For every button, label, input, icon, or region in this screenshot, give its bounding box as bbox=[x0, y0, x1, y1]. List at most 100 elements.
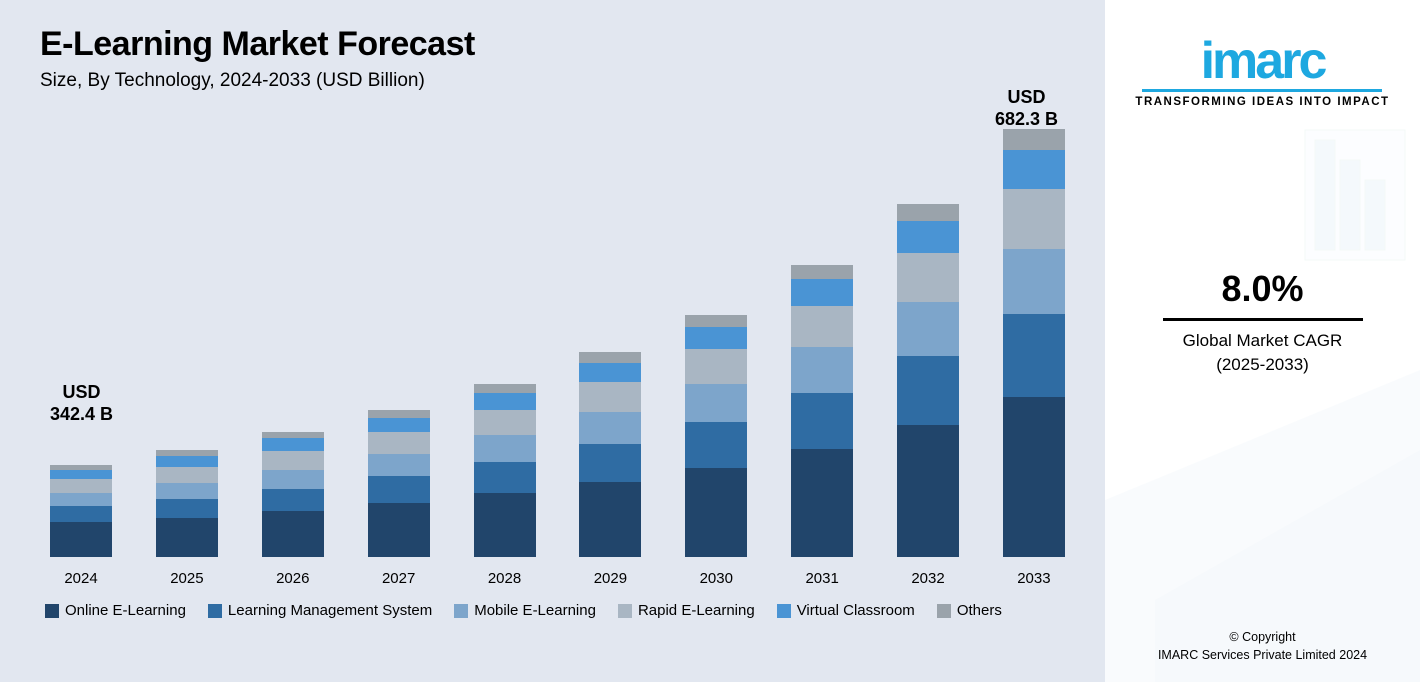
legend-swatch bbox=[618, 604, 632, 618]
bar bbox=[791, 265, 853, 557]
bar-segment bbox=[1003, 129, 1065, 149]
bar-group: 2024 bbox=[50, 465, 112, 557]
bar-segment bbox=[1003, 150, 1065, 189]
bar-segment bbox=[1003, 314, 1065, 397]
bar-segment bbox=[474, 493, 536, 557]
x-axis-label: 2030 bbox=[685, 570, 747, 587]
x-axis-label: 2031 bbox=[791, 570, 853, 587]
bar-segment bbox=[156, 483, 218, 499]
bar-segment bbox=[579, 382, 641, 413]
x-axis-label: 2026 bbox=[262, 570, 324, 587]
cagr-divider bbox=[1163, 318, 1363, 321]
legend-item: Online E-Learning bbox=[45, 602, 186, 619]
bar-segment bbox=[579, 363, 641, 382]
brand-logo: imarc TRANSFORMING IDEAS INTO IMPACT bbox=[1135, 35, 1389, 108]
bar bbox=[156, 450, 218, 557]
legend-item: Virtual Classroom bbox=[777, 602, 915, 619]
bar-segment bbox=[579, 444, 641, 482]
bar-group: 2026 bbox=[262, 432, 324, 557]
bar-segment bbox=[1003, 249, 1065, 314]
bar bbox=[474, 384, 536, 557]
bar-segment bbox=[685, 315, 747, 326]
bar-segment bbox=[262, 511, 324, 557]
chart-subtitle: Size, By Technology, 2024-2033 (USD Bill… bbox=[40, 70, 1075, 92]
legend-item: Others bbox=[937, 602, 1002, 619]
legend-swatch bbox=[937, 604, 951, 618]
bar-segment bbox=[368, 503, 430, 557]
bar-segment bbox=[897, 425, 959, 557]
bar-segment bbox=[50, 506, 112, 522]
bar-segment bbox=[791, 393, 853, 449]
bar-segment bbox=[156, 467, 218, 483]
bar-segment bbox=[368, 432, 430, 454]
bar-segment bbox=[262, 489, 324, 511]
logo-text: imarc bbox=[1201, 35, 1325, 87]
bar-group: 2025 bbox=[156, 450, 218, 557]
bar-group: 2032 bbox=[897, 204, 959, 557]
bar-segment bbox=[156, 499, 218, 518]
bar-segment bbox=[262, 470, 324, 489]
bar-segment bbox=[791, 449, 853, 557]
bar-segment bbox=[685, 384, 747, 422]
chart-panel: E-Learning Market Forecast Size, By Tech… bbox=[0, 0, 1105, 682]
bar-segment bbox=[1003, 189, 1065, 249]
bar-segment bbox=[50, 479, 112, 493]
bar-segment bbox=[791, 347, 853, 393]
bar-segment bbox=[50, 493, 112, 506]
legend-label: Online E-Learning bbox=[65, 602, 186, 619]
legend-label: Rapid E-Learning bbox=[638, 602, 755, 619]
legend-label: Mobile E-Learning bbox=[474, 602, 596, 619]
bar bbox=[262, 432, 324, 557]
bar-group: 2029 bbox=[579, 352, 641, 557]
legend-item: Mobile E-Learning bbox=[454, 602, 596, 619]
bar-segment bbox=[368, 418, 430, 432]
bar-segment bbox=[474, 435, 536, 462]
legend: Online E-Learning Learning Management Sys… bbox=[40, 602, 1075, 619]
legend-swatch bbox=[208, 604, 222, 618]
bar-group: 2033 bbox=[1003, 129, 1065, 557]
bar bbox=[897, 204, 959, 557]
bar-segment bbox=[156, 456, 218, 467]
bar-segment bbox=[474, 384, 536, 393]
bar-group: 2028 bbox=[474, 384, 536, 557]
bar-segment bbox=[50, 470, 112, 480]
bar-segment bbox=[685, 327, 747, 349]
bar bbox=[1003, 129, 1065, 557]
bar-segment bbox=[156, 518, 218, 557]
chart-area: USD342.4 B USD682.3 B 202420252026202720… bbox=[40, 112, 1075, 592]
bar-segment bbox=[897, 221, 959, 253]
bar-segment bbox=[897, 302, 959, 356]
copyright: © Copyright IMARC Services Private Limit… bbox=[1105, 629, 1420, 664]
bar-segment bbox=[791, 265, 853, 279]
bar-segment bbox=[897, 204, 959, 221]
x-axis-label: 2032 bbox=[897, 570, 959, 587]
cagr-label-1: Global Market CAGR bbox=[1163, 329, 1363, 353]
bar-segment bbox=[579, 352, 641, 362]
legend-swatch bbox=[45, 604, 59, 618]
bar-segment bbox=[685, 349, 747, 384]
legend-label: Virtual Classroom bbox=[797, 602, 915, 619]
bar bbox=[579, 352, 641, 557]
bar-segment bbox=[474, 393, 536, 410]
copyright-line-2: IMARC Services Private Limited 2024 bbox=[1105, 647, 1420, 665]
x-axis-label: 2028 bbox=[474, 570, 536, 587]
bar-segment bbox=[262, 438, 324, 451]
bar-segment bbox=[1003, 397, 1065, 557]
legend-item: Learning Management System bbox=[208, 602, 432, 619]
bar-segment bbox=[685, 468, 747, 557]
legend-swatch bbox=[777, 604, 791, 618]
copyright-line-1: © Copyright bbox=[1105, 629, 1420, 647]
x-axis-label: 2025 bbox=[156, 570, 218, 587]
bar-segment bbox=[791, 306, 853, 347]
logo-tagline: TRANSFORMING IDEAS INTO IMPACT bbox=[1135, 96, 1389, 108]
bar-segment bbox=[791, 279, 853, 306]
legend-swatch bbox=[454, 604, 468, 618]
cagr-label-2: (2025-2033) bbox=[1163, 353, 1363, 377]
bar-segment bbox=[474, 410, 536, 435]
bar-segment bbox=[685, 422, 747, 468]
bar bbox=[50, 465, 112, 557]
chart-title: E-Learning Market Forecast bbox=[40, 25, 1075, 64]
bar-segment bbox=[262, 451, 324, 470]
cagr-block: 8.0% Global Market CAGR (2025-2033) bbox=[1163, 268, 1363, 377]
bars-container: 2024202520262027202820292030203120322033 bbox=[40, 112, 1075, 557]
